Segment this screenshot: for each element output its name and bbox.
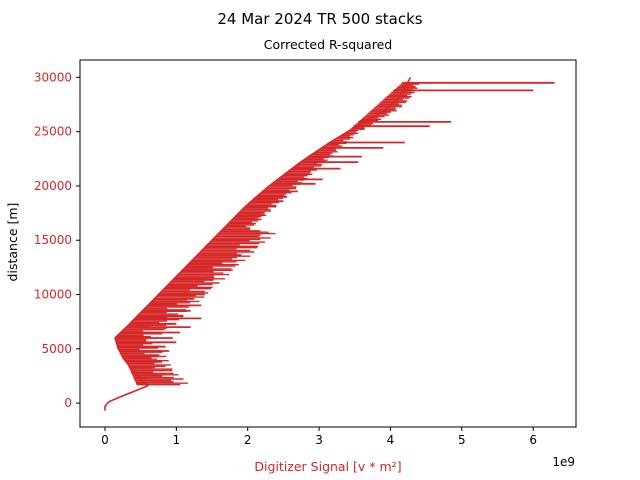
chart-subtitle: Corrected R-squared [264,37,392,52]
y-tick-label: 20000 [34,179,72,193]
y-tick-label: 10000 [34,288,72,302]
x-tick-label: 6 [529,433,537,447]
x-tick-label: 0 [101,433,109,447]
x-axis-label: Digitizer Signal [v * m²] [254,459,401,474]
y-tick-label: 15000 [34,233,72,247]
y-tick-label: 25000 [34,125,72,139]
x-axis-ticks: 0 1 2 3 4 5 6 [101,427,537,447]
x-tick-label: 1 [173,433,181,447]
chart-title: 24 Mar 2024 TR 500 stacks [217,10,422,28]
y-tick-label: 0 [64,396,72,410]
x-tick-label: 5 [458,433,466,447]
x-axis-offset-label: 1e9 [552,455,575,469]
x-tick-label: 2 [244,433,252,447]
y-tick-label: 5000 [41,342,72,356]
y-axis-label: distance [m] [5,203,20,282]
plot-area [104,77,555,411]
y-axis-ticks: 0 5000 10000 15000 20000 25000 30000 [34,70,80,410]
axes-frame [79,59,577,428]
x-tick-label: 3 [315,433,323,447]
y-tick-label: 30000 [34,70,72,84]
x-tick-label: 4 [387,433,395,447]
